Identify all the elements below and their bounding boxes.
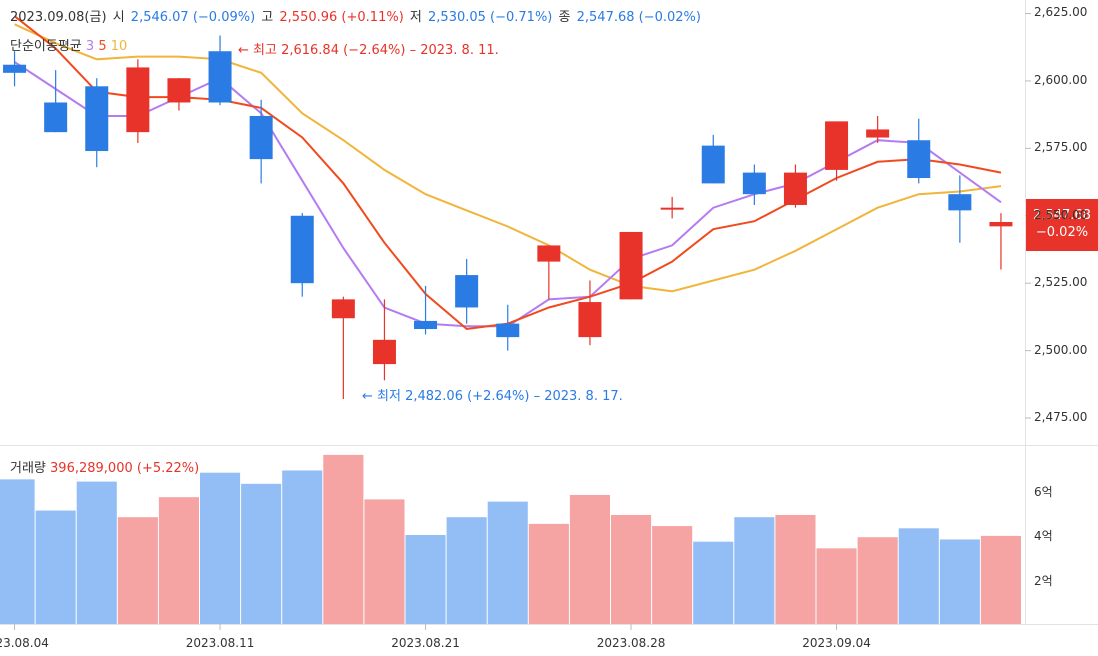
candle-body: [249, 115, 273, 160]
candle-body: [372, 339, 396, 365]
candle-body: [44, 102, 68, 133]
volume-bar: [158, 497, 199, 624]
candle-body: [126, 67, 150, 133]
candle-body: [866, 129, 890, 138]
volume-tick-label: 2억: [1034, 573, 1053, 588]
volume-bar: [528, 523, 569, 624]
ma10-line: [14, 23, 1002, 293]
volume-tick-label: 6억: [1034, 484, 1053, 499]
price-tick-label: 2,625.00: [1034, 5, 1088, 20]
price-tick-label: 2,575.00: [1034, 140, 1088, 155]
date-tick-label: 2023.08.04: [0, 636, 49, 650]
volume-bar: [980, 535, 1021, 624]
candle-body: [742, 172, 766, 195]
candle-body: [783, 172, 807, 205]
candle-body: [167, 78, 191, 103]
candle-body: [701, 145, 725, 184]
ma-legend-10: 10: [110, 39, 128, 54]
date-tick-label: 2023.08.28: [596, 636, 666, 650]
info-high-label: 고: [261, 10, 274, 25]
date-tick-label: 2023.08.11: [185, 636, 255, 650]
candle-body: [537, 245, 561, 262]
volume-bar: [200, 472, 241, 624]
last-price-value: 2,547.68: [1033, 208, 1091, 223]
price-tick-label: 2,525.00: [1034, 275, 1088, 290]
price-tick-label: 2,600.00: [1034, 72, 1088, 87]
volume-bar: [405, 535, 446, 624]
volume-bar: [611, 514, 652, 624]
last-price-change: −0.02%: [1035, 225, 1089, 240]
volume-bar: [652, 526, 693, 624]
info-low-label: 저: [409, 10, 422, 25]
candle-body: [85, 86, 109, 152]
candle-body: [3, 64, 27, 73]
volume-bar: [117, 517, 158, 624]
volume-bar: [939, 539, 980, 624]
axes: [14, 12, 1031, 630]
volume-bar: [816, 548, 857, 624]
volume-bar: [0, 479, 35, 624]
price-tick-label: 2,550.00: [1034, 207, 1088, 222]
volume-bar: [241, 483, 282, 624]
volume-legend-value: 396,289,000 (+5.22%): [50, 461, 200, 476]
volume-bar: [734, 517, 775, 624]
ma-legend-label: 단순이동평균: [10, 39, 82, 54]
volume-tick-label: 4억: [1034, 529, 1053, 543]
volume-bar: [364, 499, 405, 624]
candle-body: [496, 323, 520, 338]
ma-legend[interactable]: 단순이동평균 3 5 10: [10, 35, 127, 54]
volume-bar: [775, 514, 816, 624]
candle-body: [948, 194, 972, 211]
volume-bar: [446, 517, 487, 624]
candle-body: [825, 121, 849, 170]
candle-body: [455, 275, 479, 308]
candle-body: [619, 231, 643, 300]
candle-body: [208, 51, 232, 103]
info-low: 2,530.05 (−0.71%): [428, 10, 553, 25]
candle-body: [331, 299, 355, 319]
date-tick-label: 2023.09.04: [802, 636, 871, 650]
info-date: 2023.09.08(금): [10, 10, 107, 25]
volume-bar: [76, 481, 117, 624]
ma-legend-5: 5: [98, 39, 107, 54]
volume-bar: [898, 528, 939, 624]
candle-body: [414, 320, 438, 330]
last-price-tag: 2,547.68 −0.02%: [1026, 199, 1098, 251]
price-tick-label: 2,475.00: [1034, 410, 1088, 425]
volume-bar: [487, 501, 528, 624]
grid-lines: [0, 0, 1098, 625]
volume-bar: [323, 454, 364, 624]
candle-body: [578, 302, 602, 338]
info-close-label: 종: [558, 10, 571, 25]
volume-legend: 거래량 396,289,000 (+5.22%): [10, 457, 199, 476]
volume-bar: [857, 537, 898, 624]
info-open-label: 시: [112, 10, 125, 25]
low-annotation: ← 최저 2,482.06 (+2.64%) – 2023. 8. 17.: [362, 389, 623, 404]
info-high: 2,550.96 (+0.11%): [279, 10, 404, 25]
volume-bar: [569, 494, 610, 624]
volume-bars: [0, 454, 1021, 624]
ma3-line: [14, 61, 1002, 328]
info-open: 2,546.07 (−0.09%): [130, 10, 256, 25]
info-close: 2,547.68 (−0.02%): [576, 10, 701, 25]
volume-bar: [693, 541, 734, 624]
high-annotation: ← 최고 2,616.84 (−2.64%) – 2023. 8. 11.: [238, 43, 499, 58]
ma5-line: [13, 15, 1002, 331]
price-tick-label: 2,500.00: [1034, 342, 1088, 357]
volume-bar: [35, 510, 76, 624]
volume-bar: [282, 470, 323, 624]
candle-body: [290, 215, 314, 284]
candlesticks: [3, 35, 1013, 399]
candle-body: [989, 222, 1013, 227]
ohlc-info: 2023.09.08(금) 시 2,546.07 (−0.09%) 고 2,55…: [10, 6, 703, 25]
candle-body: [660, 207, 684, 210]
moving-average-lines: [13, 15, 1002, 331]
date-tick-label: 2023.08.21: [391, 636, 460, 650]
candle-body: [907, 140, 931, 178]
volume-legend-label: 거래량: [10, 461, 46, 476]
ma-legend-3: 3: [85, 39, 95, 54]
